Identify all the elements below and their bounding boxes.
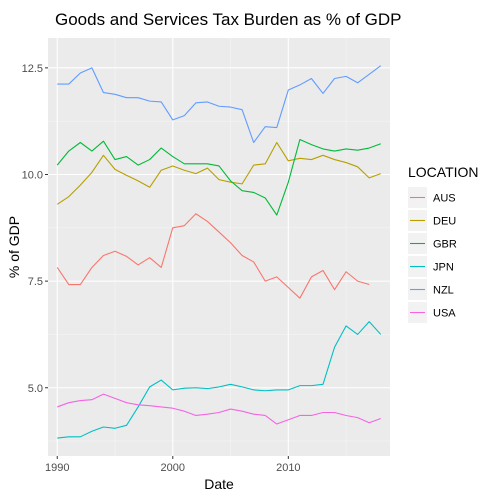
grid-minor xyxy=(48,38,390,456)
legend-label-gbr: GBR xyxy=(433,239,457,251)
series-line-jpn xyxy=(57,321,382,439)
x-axis: 1990 2000 2010 xyxy=(45,456,301,474)
chart-title: Goods and Services Tax Burden as % of GD… xyxy=(55,10,401,29)
series-line-gbr xyxy=(56,138,381,216)
y-axis: 5.0 7.5 10.0 12.5 xyxy=(22,63,48,395)
grid-major xyxy=(48,38,390,456)
y-tick-label: 5.0 xyxy=(28,383,43,395)
plot-panel xyxy=(48,38,390,456)
legend-label-aus: AUS xyxy=(433,193,456,205)
y-tick-label: 10.0 xyxy=(22,169,43,181)
legend-label-jpn: JPN xyxy=(433,262,454,274)
legend-label-usa: USA xyxy=(433,308,456,320)
series-line-deu xyxy=(56,141,381,205)
legend-title: LOCATION xyxy=(408,164,479,180)
series-line-aus xyxy=(56,213,370,299)
x-tick-label: 1990 xyxy=(45,462,69,474)
y-tick-label: 12.5 xyxy=(22,63,43,75)
legend-label-nzl: NZL xyxy=(433,285,454,297)
x-tick-label: 2010 xyxy=(276,462,300,474)
y-tick-label: 7.5 xyxy=(28,276,43,288)
x-axis-title: Date xyxy=(204,476,234,492)
series-line-nzl xyxy=(57,65,382,144)
series-lines xyxy=(56,65,382,439)
series-line-usa xyxy=(57,393,381,425)
legend-keys: AUS DEU GBR JPN NZL USA xyxy=(408,187,457,323)
y-axis-title: % of GDP xyxy=(6,216,22,278)
legend: LOCATION AUS DEU GBR JPN NZL USA xyxy=(408,164,479,323)
legend-label-deu: DEU xyxy=(433,216,456,228)
x-tick-label: 2000 xyxy=(161,462,185,474)
